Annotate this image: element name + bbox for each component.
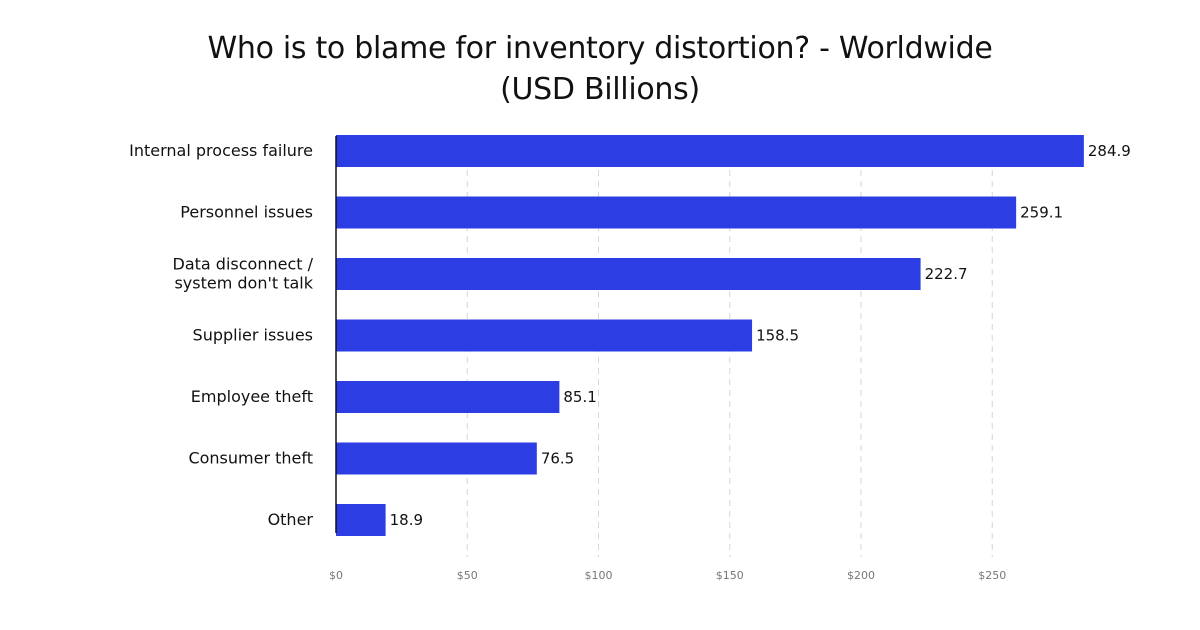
value-label: 222.7 xyxy=(925,265,968,283)
bar xyxy=(336,135,1084,167)
bar xyxy=(336,504,386,536)
x-tick-label: $150 xyxy=(716,569,744,582)
bar xyxy=(336,258,921,290)
category-label-line: Other xyxy=(268,510,314,529)
value-label: 284.9 xyxy=(1088,142,1131,160)
category-label-line: Personnel issues xyxy=(180,203,313,222)
category-label: Personnel issues xyxy=(180,203,313,222)
category-label-line: Internal process failure xyxy=(129,141,313,160)
category-label: Internal process failure xyxy=(129,141,313,160)
chart-title-main: Who is to blame for inventory distortion… xyxy=(207,31,993,66)
category-label-line: system don't talk xyxy=(174,274,313,293)
category-label-line: Employee theft xyxy=(191,387,313,406)
bar xyxy=(336,381,560,413)
category-label: Employee theft xyxy=(191,387,313,406)
x-tick-label: $100 xyxy=(585,569,613,582)
chart-title: Who is to blame for inventory distortion… xyxy=(0,28,1200,110)
category-label-line: Data disconnect / xyxy=(173,255,314,274)
category-label: Consumer theft xyxy=(188,449,313,468)
x-tick-label: $50 xyxy=(457,569,478,582)
x-tick-label: $200 xyxy=(847,569,875,582)
value-label: 85.1 xyxy=(563,388,596,406)
bar xyxy=(336,196,1017,229)
x-tick-label: $0 xyxy=(329,569,343,582)
category-label-line: Consumer theft xyxy=(188,449,313,468)
bar xyxy=(336,442,537,475)
chart-subtitle: (USD Billions) xyxy=(500,72,700,107)
x-tick-label: $250 xyxy=(978,569,1006,582)
value-label: 76.5 xyxy=(541,450,574,468)
value-label: 259.1 xyxy=(1020,204,1063,222)
category-label: Supplier issues xyxy=(193,326,313,345)
value-label: 158.5 xyxy=(756,327,799,345)
category-label: Other xyxy=(268,510,314,529)
bar xyxy=(336,319,753,352)
value-label: 18.9 xyxy=(390,511,423,529)
category-label: Data disconnect / system don't talk xyxy=(173,255,314,293)
category-label-line: Supplier issues xyxy=(193,326,313,345)
